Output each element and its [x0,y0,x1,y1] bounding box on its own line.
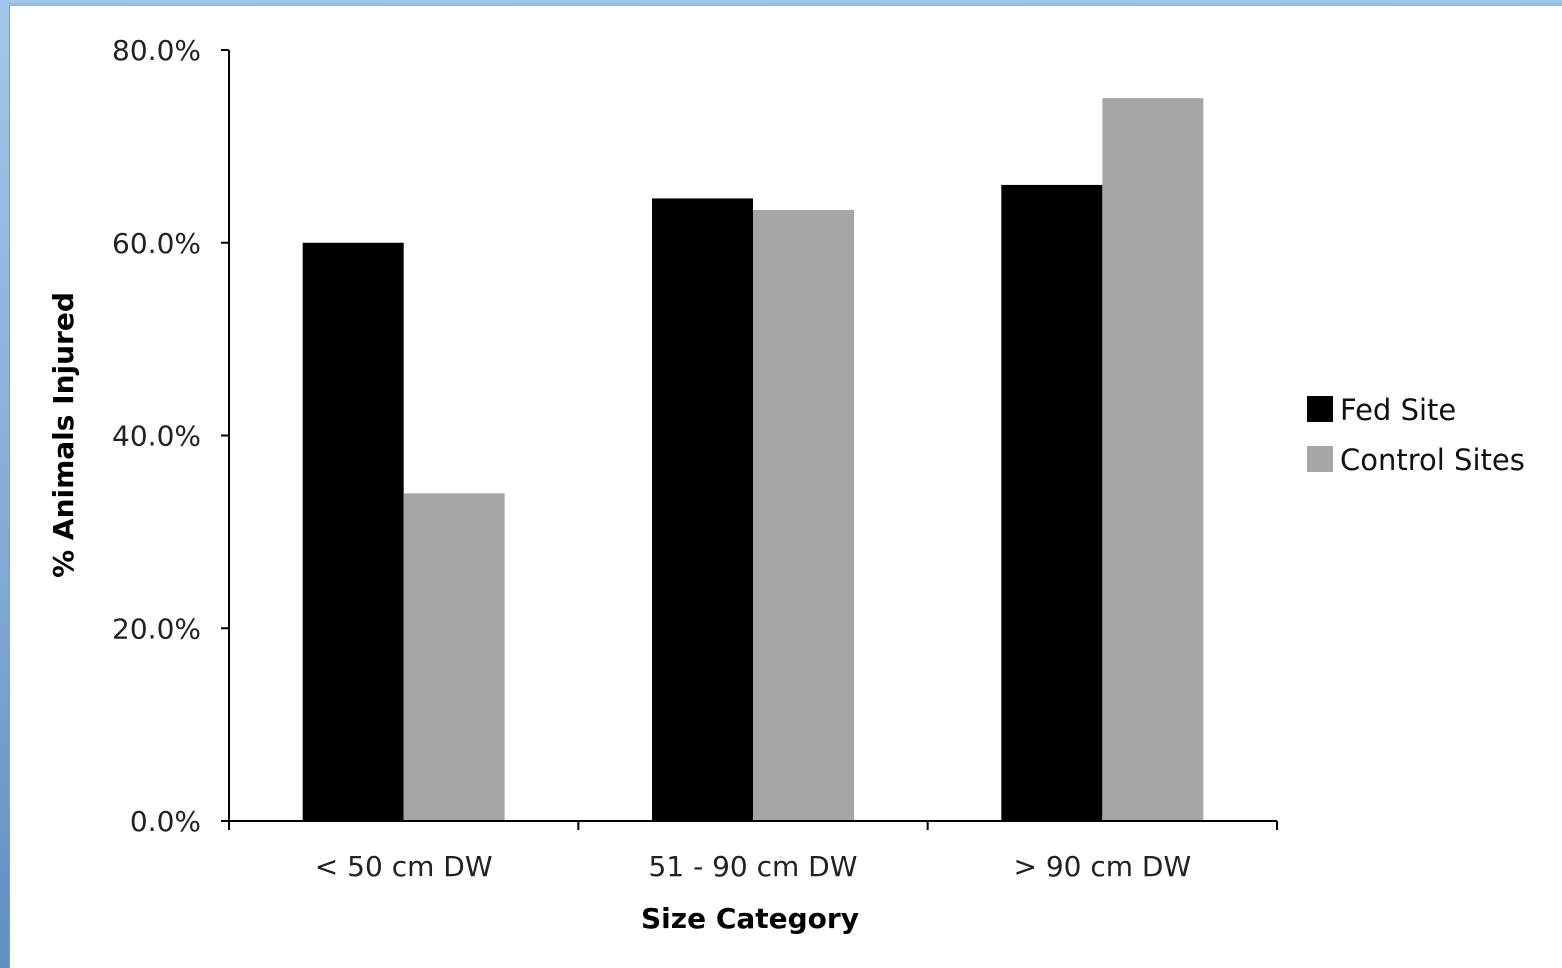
bar-control-sites [1102,98,1204,821]
y-tick-label: 60.0% [112,227,201,260]
x-ticks-group: < 50 cm DW 51 - 90 cm DW > 90 cm DW [228,821,1278,883]
y-tick-label: 40.0% [112,420,201,453]
bar-fed-site [652,198,753,822]
left-border-band [0,0,9,968]
bar-fed-site [1001,184,1103,822]
y-tick-label: 20.0% [112,612,201,645]
y-ticks-group: 0.0% 20.0% 40.0% 60.0% 80.0% [112,34,229,838]
legend: Fed Site Control Sites [1307,393,1525,477]
bar-control-sites [753,209,854,822]
legend-label: Fed Site [1340,393,1456,427]
x-tick-label: > 90 cm DW [1013,850,1191,883]
legend-swatch [1307,396,1333,422]
x-tick-label: 51 - 90 cm DW [649,850,858,883]
y-axis-title: % Animals Injured [47,292,80,578]
bars-group [302,98,1204,822]
y-tick-label: 80.0% [112,34,201,67]
legend-swatch [1307,446,1333,472]
x-tick-label: < 50 cm DW [315,850,493,883]
top-border-band [0,0,1562,6]
bar-fed-site [302,242,404,821]
y-tick-label: 0.0% [130,805,201,838]
x-axis-title: Size Category [641,902,859,935]
legend-label: Control Sites [1340,443,1525,477]
bar-control-sites [403,493,505,821]
